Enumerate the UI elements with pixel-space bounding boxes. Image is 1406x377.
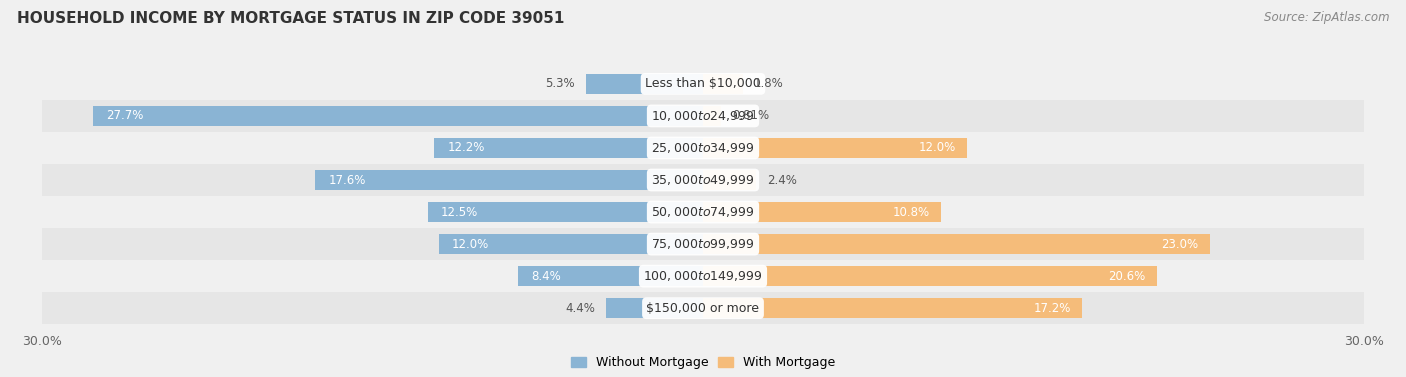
Text: $150,000 or more: $150,000 or more <box>647 302 759 315</box>
Bar <box>42 100 1364 132</box>
Text: 17.6%: 17.6% <box>329 173 366 187</box>
Text: 10.8%: 10.8% <box>893 205 929 219</box>
Text: $10,000 to $24,999: $10,000 to $24,999 <box>651 109 755 123</box>
Bar <box>315 170 703 190</box>
Bar <box>42 292 1364 324</box>
Text: HOUSEHOLD INCOME BY MORTGAGE STATUS IN ZIP CODE 39051: HOUSEHOLD INCOME BY MORTGAGE STATUS IN Z… <box>17 11 564 26</box>
Legend: Without Mortgage, With Mortgage: Without Mortgage, With Mortgage <box>565 351 841 374</box>
Bar <box>93 106 703 126</box>
Bar <box>42 228 1364 260</box>
Text: 5.3%: 5.3% <box>546 77 575 90</box>
Text: $75,000 to $99,999: $75,000 to $99,999 <box>651 237 755 251</box>
Text: 27.7%: 27.7% <box>105 109 143 123</box>
Bar <box>517 266 703 286</box>
Text: $50,000 to $74,999: $50,000 to $74,999 <box>651 205 755 219</box>
Bar <box>703 202 941 222</box>
Bar <box>703 266 1157 286</box>
Text: 17.2%: 17.2% <box>1033 302 1071 315</box>
Text: $35,000 to $49,999: $35,000 to $49,999 <box>651 173 755 187</box>
Bar <box>439 234 703 254</box>
Bar <box>42 260 1364 292</box>
Bar <box>703 106 721 126</box>
Bar <box>42 196 1364 228</box>
Bar <box>42 68 1364 100</box>
Bar <box>703 170 756 190</box>
Text: 23.0%: 23.0% <box>1161 238 1198 251</box>
Text: 12.2%: 12.2% <box>447 141 485 155</box>
Bar <box>703 298 1081 318</box>
Bar <box>586 74 703 94</box>
Bar <box>42 132 1364 164</box>
Text: 12.0%: 12.0% <box>451 238 489 251</box>
Bar <box>703 234 1209 254</box>
Text: Source: ZipAtlas.com: Source: ZipAtlas.com <box>1264 11 1389 24</box>
Text: 8.4%: 8.4% <box>531 270 561 283</box>
Text: Less than $10,000: Less than $10,000 <box>645 77 761 90</box>
Bar <box>434 138 703 158</box>
Text: $100,000 to $149,999: $100,000 to $149,999 <box>644 269 762 283</box>
Text: 1.8%: 1.8% <box>754 77 783 90</box>
Bar <box>606 298 703 318</box>
Text: 0.81%: 0.81% <box>733 109 769 123</box>
Bar <box>703 138 967 158</box>
Text: 4.4%: 4.4% <box>565 302 595 315</box>
Text: 12.0%: 12.0% <box>920 141 956 155</box>
Text: 2.4%: 2.4% <box>766 173 797 187</box>
Bar <box>42 164 1364 196</box>
Text: 12.5%: 12.5% <box>441 205 478 219</box>
Bar <box>427 202 703 222</box>
Text: $25,000 to $34,999: $25,000 to $34,999 <box>651 141 755 155</box>
Text: 20.6%: 20.6% <box>1108 270 1146 283</box>
Bar <box>703 74 742 94</box>
